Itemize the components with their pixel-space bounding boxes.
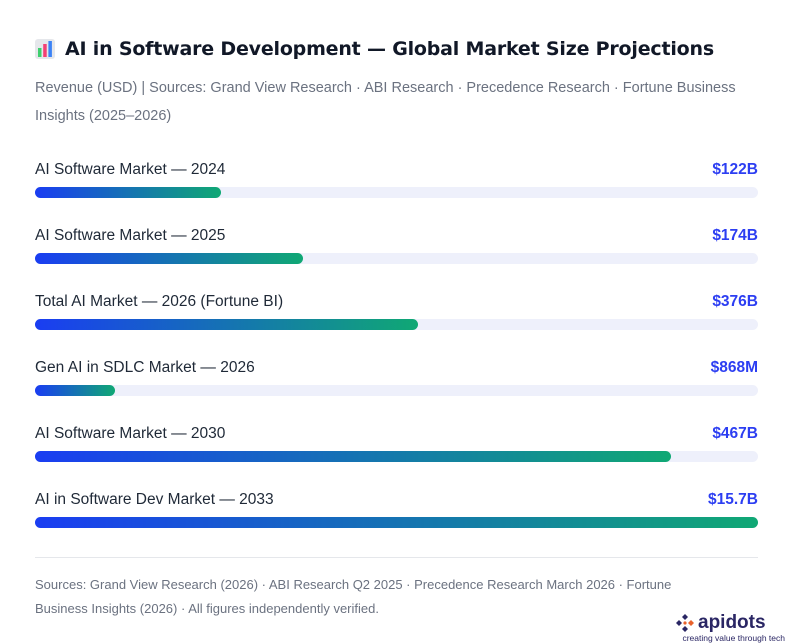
- bar-value-label: $467B: [712, 425, 758, 442]
- footer-note: Sources: Grand View Research (2026) · AB…: [35, 577, 672, 616]
- bar-chart-icon: [35, 39, 55, 59]
- chart-subtitle: Revenue (USD) | Sources: Grand View Rese…: [35, 80, 736, 124]
- bar-value-label: $376B: [712, 293, 758, 310]
- bar-row: AI in Software Dev Market — 2033 $15.7B: [35, 491, 758, 541]
- bar-row: AI Software Market — 2025 $174B: [35, 227, 758, 277]
- chart-title: AI in Software Development — Global Mark…: [35, 38, 714, 60]
- bar-label: AI in Software Dev Market — 2033: [35, 491, 274, 508]
- bar: [35, 319, 419, 330]
- divider: [35, 557, 758, 558]
- bar: [35, 385, 115, 396]
- bar: [35, 451, 672, 462]
- bar-track: [35, 253, 758, 264]
- apidots-logo-icon: [676, 614, 694, 632]
- bar: [35, 253, 303, 264]
- bar-value-label: $122B: [712, 161, 758, 178]
- bar-label: Gen AI in SDLC Market — 2026: [35, 359, 255, 376]
- chart-title-text: AI in Software Development — Global Mark…: [65, 38, 714, 60]
- bar-track: [35, 517, 758, 528]
- bar-label: AI Software Market — 2025: [35, 227, 226, 244]
- bar-row: Total AI Market — 2026 (Fortune BI) $376B: [35, 293, 758, 343]
- bar-label: Total AI Market — 2026 (Fortune BI): [35, 293, 284, 310]
- bar: [35, 517, 758, 528]
- bar-label: AI Software Market — 2024: [35, 161, 226, 178]
- bar-row: AI Software Market — 2030 $467B: [35, 425, 758, 475]
- bar-track: [35, 319, 758, 330]
- bar-track: [35, 385, 758, 396]
- bar-row: AI Software Market — 2024 $122B: [35, 161, 758, 211]
- brand-name: apidots: [698, 612, 766, 633]
- bar-label: AI Software Market — 2030: [35, 425, 226, 442]
- bar-value-label: $174B: [712, 227, 758, 244]
- brand-tagline: creating value through tech: [682, 633, 785, 643]
- bar-track: [35, 187, 758, 198]
- bar-row: Gen AI in SDLC Market — 2026 $868M: [35, 359, 758, 409]
- bar: [35, 187, 221, 198]
- bar-value-label: $15.7B: [708, 491, 758, 508]
- brand-logo: apidots creating value through tech: [675, 613, 785, 643]
- bar-track: [35, 451, 758, 462]
- bar-value-label: $868M: [710, 359, 758, 376]
